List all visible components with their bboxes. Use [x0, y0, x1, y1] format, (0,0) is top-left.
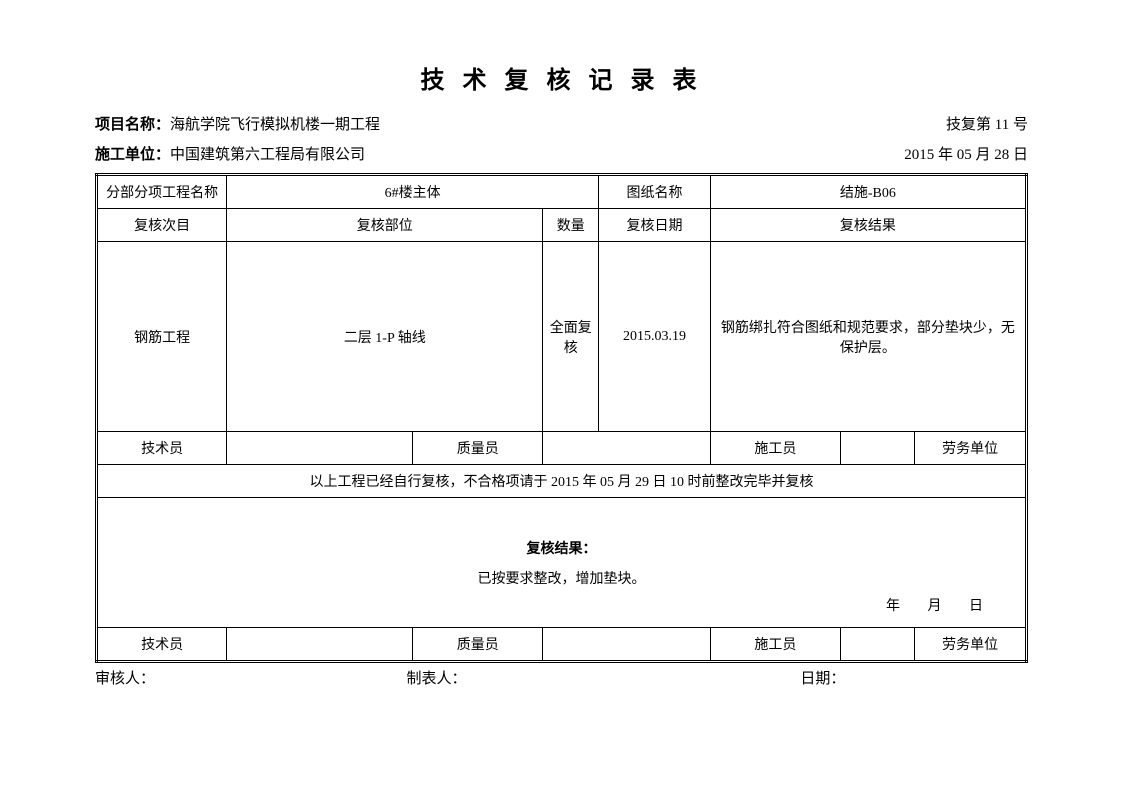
cell-drawing-label: 图纸名称	[599, 175, 711, 209]
unit-label-text: 施工单位：	[95, 147, 170, 163]
table-row: 分部分项工程名称 6#楼主体 图纸名称 结施-B06	[97, 175, 1027, 209]
sign2-quality-label: 质量员	[413, 628, 543, 662]
sign-construct-value	[840, 432, 914, 465]
cell-qty: 数量	[543, 209, 599, 242]
cell-subproject-value: 6#楼主体	[227, 175, 599, 209]
unit-value: 中国建筑第六工程局有限公司	[170, 147, 365, 163]
cell-check-date-value: 2015.03.19	[599, 242, 711, 432]
table-row: 以上工程已经自行复核，不合格项请于 2015 年 05 月 29 日 10 时前…	[97, 465, 1027, 498]
cell-check-item-value: 钢筋工程	[97, 242, 227, 432]
footer-auditor: 审核人：	[95, 667, 323, 688]
cell-qty-value: 全面复核	[543, 242, 599, 432]
cell-check-result-value: 钢筋绑扎符合图纸和规范要求，部分垫块少，无保护层。	[710, 242, 1026, 432]
cell-subproject-label: 分部分项工程名称	[97, 175, 227, 209]
notice-row: 以上工程已经自行复核，不合格项请于 2015 年 05 月 29 日 10 时前…	[97, 465, 1027, 498]
sign-tech-label: 技术员	[97, 432, 227, 465]
cell-check-part-value: 二层 1-P 轴线	[227, 242, 543, 432]
sign2-tech-value	[227, 628, 413, 662]
project-label-text: 项目名称：	[95, 117, 170, 133]
sign2-construct-value	[840, 628, 914, 662]
table-row: 复核次目 复核部位 数量 复核日期 复核结果	[97, 209, 1027, 242]
cell-drawing-value: 结施-B06	[710, 175, 1026, 209]
review-block: 复核结果： 已按要求整改，增加垫块。 年 月 日	[97, 498, 1027, 628]
project-value: 海航学院飞行模拟机楼一期工程	[170, 117, 380, 133]
table-row: 钢筋工程 二层 1-P 轴线 全面复核 2015.03.19 钢筋绑扎符合图纸和…	[97, 242, 1027, 432]
sign2-tech-label: 技术员	[97, 628, 227, 662]
document-page: 技 术 复 核 记 录 表 项目名称：海航学院飞行模拟机楼一期工程 技复第 11…	[0, 0, 1123, 688]
unit-label: 施工单位：中国建筑第六工程局有限公司	[95, 143, 365, 167]
sign2-construct-label: 施工员	[710, 628, 840, 662]
header-date: 2015 年 05 月 28 日	[904, 143, 1028, 167]
project-label: 项目名称：海航学院飞行模拟机楼一期工程	[95, 113, 380, 137]
sign-quality-label: 质量员	[413, 432, 543, 465]
footer-date: 日期：	[550, 667, 1028, 688]
review-title: 复核结果：	[108, 538, 1015, 558]
review-date-placeholder: 年 月 日	[886, 595, 995, 615]
table-row: 技术员 质量员 施工员 劳务单位	[97, 432, 1027, 465]
sign-construct-label: 施工员	[710, 432, 840, 465]
sign-quality-value	[543, 432, 710, 465]
footer-line: 审核人： 制表人： 日期：	[95, 667, 1028, 688]
footer-preparer: 制表人：	[323, 667, 551, 688]
cell-check-date: 复核日期	[599, 209, 711, 242]
cell-check-part: 复核部位	[227, 209, 543, 242]
table-row: 技术员 质量员 施工员 劳务单位	[97, 628, 1027, 662]
header-line-2: 施工单位：中国建筑第六工程局有限公司 2015 年 05 月 28 日	[95, 143, 1028, 167]
sign-labor-label: 劳务单位	[915, 432, 1027, 465]
main-table: 分部分项工程名称 6#楼主体 图纸名称 结施-B06 复核次目 复核部位 数量 …	[95, 173, 1028, 663]
cell-check-result: 复核结果	[710, 209, 1026, 242]
cell-check-item: 复核次目	[97, 209, 227, 242]
sign2-labor-label: 劳务单位	[915, 628, 1027, 662]
review-body: 已按要求整改，增加垫块。	[108, 568, 1015, 588]
sign2-quality-value	[543, 628, 710, 662]
table-row: 复核结果： 已按要求整改，增加垫块。 年 月 日	[97, 498, 1027, 628]
header-line-1: 项目名称：海航学院飞行模拟机楼一期工程 技复第 11 号	[95, 113, 1028, 137]
sign-tech-value	[227, 432, 413, 465]
doc-number: 技复第 11 号	[946, 113, 1028, 137]
page-title: 技 术 复 核 记 录 表	[95, 60, 1028, 95]
